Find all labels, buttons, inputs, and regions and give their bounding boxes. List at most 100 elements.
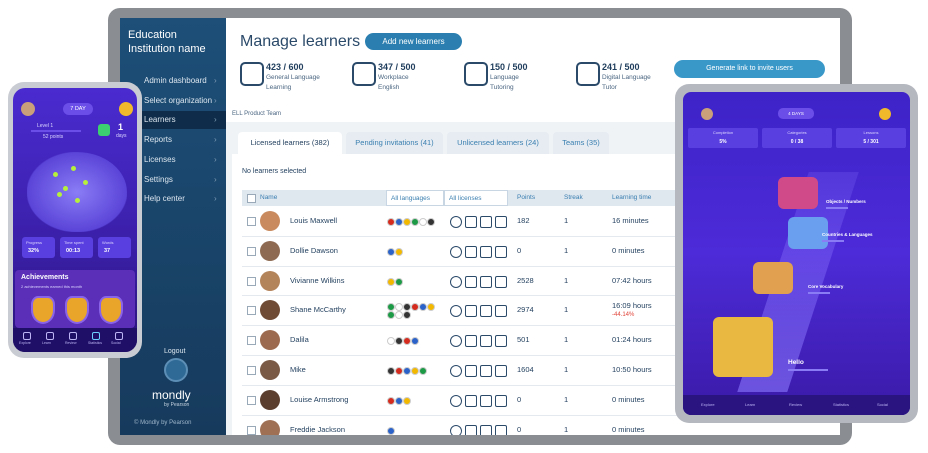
- row-divider: [242, 414, 840, 416]
- learner-name[interactable]: Louise Armstrong: [290, 394, 349, 404]
- flag: [419, 303, 427, 312]
- tablet-screen: 4 DAYS Completion 5% Categories 0 / 38 Lesson…: [683, 92, 910, 415]
- learner-name[interactable]: Vivianne Wilkins: [290, 275, 345, 285]
- streak-pill[interactable]: 7 DAY: [63, 103, 93, 115]
- menu-item[interactable]: Admin dashboard: [144, 76, 207, 85]
- streak: 1: [564, 394, 569, 404]
- chevron: ›: [214, 194, 217, 204]
- license-icon: [450, 424, 462, 435]
- nav-label[interactable]: Social: [877, 402, 888, 407]
- flag: [403, 311, 411, 320]
- points: 2528: [517, 275, 534, 285]
- flag: [403, 303, 411, 312]
- brand: mondly: [152, 388, 191, 402]
- row-checkbox[interactable]: [247, 366, 256, 375]
- flag: [395, 311, 403, 320]
- row-checkbox[interactable]: [247, 336, 256, 346]
- nav-label[interactable]: Explore: [701, 402, 715, 407]
- brain-node: [63, 186, 68, 191]
- nav-label[interactable]: Explore: [19, 341, 31, 345]
- column-header[interactable]: All languages: [386, 190, 444, 206]
- learner-name[interactable]: Freddie Jackson: [290, 424, 346, 434]
- learner-name[interactable]: Shane McCarthy: [290, 305, 346, 315]
- topic-label[interactable]: Core Vocabulary: [808, 284, 844, 289]
- license-icon: [480, 275, 492, 288]
- avatar: [260, 360, 280, 380]
- copyright: © Mondly by Pearson: [134, 420, 192, 426]
- column-header[interactable]: Learning time: [612, 194, 652, 201]
- row-checkbox[interactable]: [247, 276, 256, 286]
- logout-button[interactable]: [164, 358, 188, 382]
- menu-item[interactable]: Reports: [144, 135, 173, 145]
- menu-item[interactable]: Settings: [144, 174, 173, 184]
- streak-pill[interactable]: 4 DAYS: [778, 108, 814, 119]
- learner-name[interactable]: Mike: [290, 365, 306, 374]
- nav-label[interactable]: Review: [789, 402, 803, 407]
- nav-label[interactable]: Statistics: [833, 402, 850, 407]
- tab[interactable]: Teams (35): [553, 132, 609, 154]
- add-button[interactable]: Add new learners: [365, 33, 462, 50]
- topic-illustration: [713, 317, 773, 377]
- team-label: ELL Product Team: [232, 111, 282, 117]
- stat-value: 0 / 38: [790, 139, 804, 145]
- streak: 1: [564, 424, 569, 434]
- nav-label[interactable]: Social: [111, 341, 121, 345]
- nav-label[interactable]: Statistics: [88, 341, 103, 345]
- topic-label[interactable]: Hello: [788, 359, 804, 366]
- brain-node: [83, 180, 88, 185]
- row-checkbox[interactable]: [247, 425, 256, 435]
- trophy: [65, 296, 89, 324]
- learning-time: 07:42 hours: [612, 275, 652, 285]
- menu-item[interactable]: Learners: [144, 115, 176, 125]
- tab[interactable]: Unlicensed learners (24): [447, 132, 549, 154]
- header-checkbox[interactable]: [247, 194, 256, 203]
- topic-label[interactable]: Objects / Numbers: [826, 199, 866, 204]
- stat-count: 150 / 500: [490, 62, 528, 72]
- nav-label[interactable]: Learn: [745, 402, 756, 407]
- stat-label: Tutor: [602, 84, 617, 91]
- flag: [427, 218, 435, 226]
- invite-button[interactable]: Generate link to invite users: [674, 60, 825, 78]
- flag: [403, 337, 411, 346]
- chevron: ›: [214, 76, 217, 85]
- points: 0: [517, 245, 522, 255]
- flag: [395, 303, 403, 312]
- menu-item[interactable]: Help center: [144, 194, 185, 204]
- topic-label[interactable]: Countries & Languages: [822, 232, 873, 237]
- license-icon: [480, 394, 492, 407]
- license-icon: [480, 335, 492, 348]
- learner-name[interactable]: Louis Maxwell: [290, 216, 338, 225]
- stat-label: Learning: [266, 84, 292, 91]
- license-icon: [480, 245, 492, 258]
- menu-item[interactable]: Licenses: [144, 154, 176, 164]
- row-divider: [242, 295, 840, 297]
- column-header[interactable]: Streak: [564, 194, 583, 201]
- row-checkbox[interactable]: [247, 246, 256, 256]
- avatar: [260, 300, 280, 321]
- row-checkbox[interactable]: [247, 395, 256, 405]
- stat-label: General Language: [266, 74, 320, 81]
- learner-name[interactable]: Dollie Dawson: [290, 245, 338, 255]
- avatar: [260, 211, 280, 231]
- menu-item[interactable]: Select organization: [144, 95, 213, 105]
- brand-sub: by Pearson: [164, 402, 190, 408]
- stat-box: [688, 128, 758, 148]
- row-checkbox[interactable]: [247, 217, 256, 226]
- row-checkbox[interactable]: [247, 306, 256, 316]
- license-icon: [450, 216, 462, 228]
- brain: [27, 152, 127, 232]
- learner-name[interactable]: Dalila: [290, 335, 309, 345]
- license-icon: [465, 424, 477, 435]
- learning-time: 16:09 hours: [612, 301, 652, 311]
- nav-label[interactable]: Review: [65, 341, 77, 345]
- stat-count: 347 / 500: [378, 62, 416, 72]
- tab[interactable]: Pending invitations (41): [346, 132, 443, 154]
- nav-label[interactable]: Learn: [42, 341, 51, 345]
- license-icon: [465, 394, 477, 407]
- chevron: ›: [214, 115, 217, 125]
- column-header[interactable]: Points: [517, 194, 536, 201]
- tab[interactable]: Licensed learners (382): [238, 132, 342, 154]
- column-header[interactable]: All licenses: [444, 190, 508, 206]
- logout-label[interactable]: Logout: [164, 348, 186, 355]
- flag: [387, 367, 395, 375]
